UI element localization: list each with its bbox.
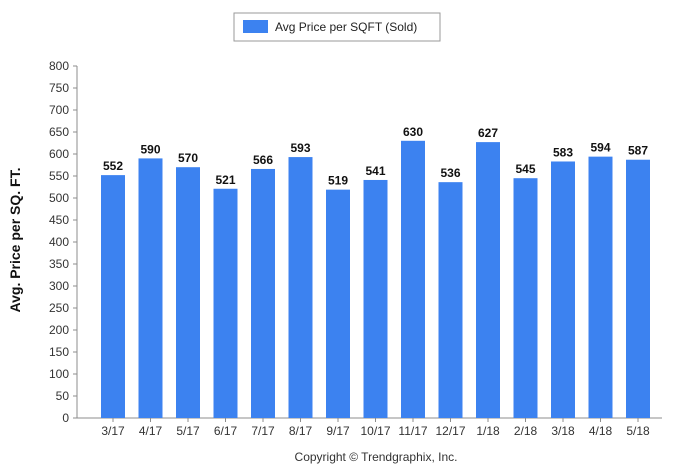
data-label: 627 — [478, 126, 498, 140]
x-tick-label: 8/17 — [289, 424, 313, 438]
bar-5-17 — [176, 167, 200, 418]
x-tick-label: 1/18 — [476, 424, 500, 438]
x-tick-label: 11/17 — [398, 424, 427, 438]
bar-8-17 — [288, 157, 313, 418]
bars — [101, 140, 650, 419]
y-tick-label: 450 — [49, 213, 69, 227]
x-tick-label: 6/17 — [214, 424, 238, 438]
data-label: 521 — [215, 173, 235, 187]
x-tick-label: 4/17 — [139, 424, 163, 438]
y-tick-label: 150 — [49, 345, 69, 359]
y-tick-label: 800 — [49, 59, 69, 73]
y-tick-label: 100 — [49, 367, 69, 381]
data-label: 630 — [403, 125, 423, 139]
x-tick-label: 12/17 — [435, 424, 465, 438]
y-tick-label: 550 — [49, 169, 69, 183]
data-label: 545 — [515, 162, 535, 176]
x-tick-label: 10/17 — [360, 424, 390, 438]
bar-4-17 — [138, 158, 163, 418]
legend-swatch — [243, 20, 268, 33]
data-label: 552 — [103, 159, 123, 173]
x-tick-label: 9/17 — [326, 424, 350, 438]
y-tick-label: 750 — [49, 81, 69, 95]
x-tick-label: 7/17 — [251, 424, 275, 438]
bar-1-18 — [476, 142, 500, 418]
data-label: 541 — [365, 164, 385, 178]
data-label: 519 — [328, 174, 348, 188]
data-label: 536 — [440, 166, 460, 180]
bar-9-17 — [326, 189, 350, 418]
bar-12-17 — [438, 182, 463, 418]
bar-4-18 — [588, 156, 613, 418]
legend: Avg Price per SQFT (Sold) — [233, 12, 441, 42]
x-tick-label: 5/18 — [626, 424, 650, 438]
bar-2-18 — [513, 178, 538, 418]
y-tick-label: 250 — [49, 301, 69, 315]
y-axis-ticks: 0 50 100 150 200 250 300 350 400 450 500 550 600 650 7… — [49, 59, 77, 425]
bar-7-17 — [251, 168, 275, 418]
y-tick-label: 300 — [49, 279, 69, 293]
bar-10-17 — [363, 179, 388, 418]
y-tick-label: 400 — [49, 235, 69, 249]
x-tick-label: 3/18 — [551, 424, 575, 438]
data-label: 587 — [628, 144, 648, 158]
bar-3-18 — [551, 161, 575, 419]
data-label: 566 — [253, 153, 273, 167]
data-label: 590 — [140, 142, 160, 156]
legend-box — [233, 12, 441, 42]
y-tick-label: 50 — [56, 389, 70, 403]
bar-3-17 — [101, 175, 125, 418]
x-tick-label: 5/17 — [176, 424, 200, 438]
x-axis-ticks: 3/17 4/17 5/17 6/17 7/17 8/17 9/17 10/17 11/17 12… — [101, 418, 650, 438]
y-tick-label: 600 — [49, 147, 69, 161]
x-tick-label: 3/17 — [101, 424, 125, 438]
y-tick-label: 200 — [49, 323, 69, 337]
bar-11-17 — [401, 140, 425, 419]
data-labels: 552 590 570 521 566 593 519 541 630 536 627 545 583 5… — [103, 125, 648, 188]
y-tick-label: 0 — [62, 411, 69, 425]
y-axis-title: Avg. Price per SQ. FT. — [7, 168, 23, 313]
x-tick-label: 2/18 — [514, 424, 538, 438]
x-tick-label: 4/18 — [589, 424, 613, 438]
data-label: 593 — [290, 141, 310, 155]
bar-5-18 — [626, 159, 650, 418]
y-tick-label: 500 — [49, 191, 69, 205]
data-label: 570 — [178, 151, 198, 165]
data-label: 583 — [553, 145, 573, 159]
y-tick-label: 650 — [49, 125, 69, 139]
legend-label: Avg Price per SQFT (Sold) — [275, 20, 417, 34]
y-tick-label: 700 — [49, 103, 69, 117]
copyright-text: Copyright © Trendgraphix, Inc. — [295, 450, 458, 464]
data-label: 594 — [590, 141, 610, 155]
y-tick-label: 350 — [49, 257, 69, 271]
bar-6-17 — [213, 188, 238, 418]
